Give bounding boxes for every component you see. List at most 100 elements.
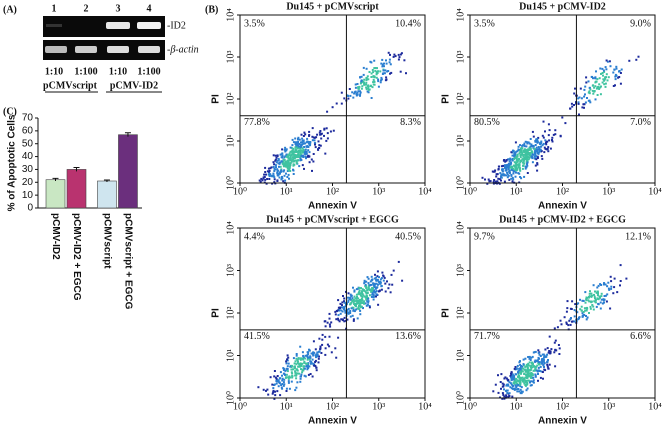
event-dot (334, 313, 337, 316)
event-dot (518, 369, 521, 372)
event-dot (591, 304, 594, 306)
event-dot (615, 67, 618, 70)
event-dot (339, 302, 342, 305)
event-dot (355, 92, 358, 95)
event-dot (370, 61, 373, 64)
event-dot (295, 354, 298, 357)
y-tick-label: 10⁰ (455, 391, 466, 405)
event-dot (347, 292, 350, 295)
event-dot (531, 150, 534, 153)
event-dot (343, 301, 346, 304)
event-dot (343, 316, 346, 319)
event-dot (517, 388, 520, 390)
event-dot (293, 155, 296, 158)
event-dot (595, 305, 598, 308)
event-dot (401, 279, 404, 282)
event-dot (524, 140, 527, 143)
gel: 1 2 3 4 -ID2 -β-actin 1:10 1:100 1:10 1:… (43, 3, 199, 93)
event-dot (376, 286, 379, 289)
event-dot (607, 287, 610, 290)
event-dot (532, 153, 535, 156)
event-dot (361, 299, 364, 302)
event-dot (372, 298, 375, 301)
event-dot (489, 180, 492, 183)
event-dot (533, 147, 536, 150)
event-dot (340, 306, 343, 309)
event-dot (526, 374, 529, 377)
event-dot (374, 287, 377, 290)
event-dot (509, 158, 512, 161)
event-dot (500, 387, 502, 390)
event-dot (529, 384, 532, 387)
event-dot (528, 151, 531, 154)
event-dot (340, 309, 343, 312)
plot-title: Du145 + pCMVscript (286, 1, 379, 12)
event-dot (349, 298, 351, 301)
event-dot (295, 146, 298, 149)
event-dot (353, 303, 356, 305)
event-dot (296, 362, 299, 364)
event-dot (359, 90, 361, 93)
event-dot (373, 285, 376, 288)
event-dot (359, 93, 362, 96)
event-dot (292, 368, 294, 371)
event-dot (605, 68, 608, 71)
event-dot (301, 137, 304, 140)
event-dot (598, 77, 601, 80)
event-dot (527, 141, 530, 144)
event-dot (335, 102, 338, 105)
event-dot (573, 104, 575, 106)
event-dot (527, 364, 530, 367)
event-dot (285, 148, 288, 151)
event-dot (353, 310, 356, 313)
event-dot (501, 397, 504, 400)
event-dot (273, 170, 276, 172)
event-dot (508, 381, 511, 384)
event-dot (579, 298, 581, 301)
event-dot (273, 397, 276, 400)
event-dot (318, 144, 321, 147)
event-dot (305, 152, 308, 155)
x-tick-label: pCMV-ID2 + EGCG (71, 213, 82, 301)
event-dot (390, 71, 393, 74)
event-dot (359, 76, 362, 79)
event-dot (309, 360, 312, 363)
event-dot (278, 176, 281, 179)
event-dot (604, 283, 607, 286)
event-dot (264, 171, 267, 173)
event-dot (359, 313, 362, 316)
event-dot (328, 317, 331, 320)
event-dot (262, 177, 265, 180)
event-dot (273, 176, 276, 179)
event-dot (357, 297, 360, 300)
event-dot (397, 260, 400, 263)
event-dot (306, 358, 309, 361)
event-dot (314, 365, 317, 367)
event-dot (502, 173, 505, 176)
event-dot (530, 144, 533, 147)
event-dot (515, 164, 517, 167)
event-dot (357, 86, 360, 89)
event-dot (525, 151, 528, 154)
event-dot (273, 181, 276, 184)
event-dot (338, 320, 341, 323)
event-dot (301, 147, 304, 150)
event-dot (578, 113, 580, 116)
x-tick-label: 10⁴ (418, 401, 432, 412)
event-dot (609, 275, 612, 278)
event-dot (359, 309, 362, 312)
event-dot (303, 360, 306, 363)
quadrant-label: 77.8% (244, 117, 270, 128)
event-dot (398, 56, 401, 59)
event-dot (577, 318, 580, 321)
event-dot (364, 283, 367, 286)
event-dot (546, 361, 549, 364)
event-dot (501, 168, 503, 171)
event-dot (498, 165, 500, 168)
event-dot (512, 378, 515, 381)
event-dot (280, 156, 283, 159)
event-dot (295, 363, 298, 366)
event-dot (295, 145, 298, 148)
event-dot (541, 157, 544, 160)
event-dot (548, 363, 551, 366)
